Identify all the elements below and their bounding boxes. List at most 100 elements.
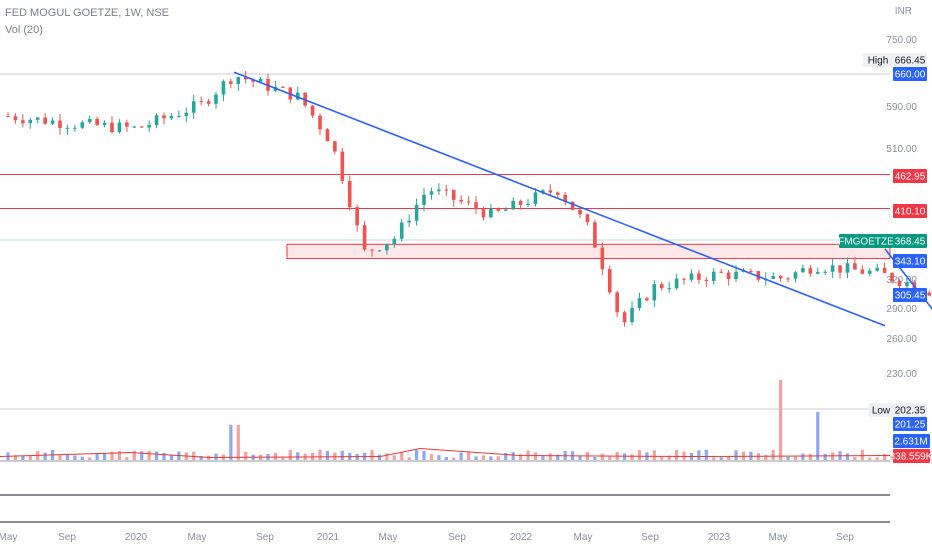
candle-body — [585, 214, 590, 223]
candle-body — [325, 129, 330, 142]
x-tick-label: 2020 — [125, 532, 148, 543]
candle-body — [756, 271, 761, 280]
candle-body — [489, 208, 493, 218]
candle-body — [102, 122, 107, 125]
volume-bar — [667, 455, 671, 460]
volume-bar — [504, 452, 508, 460]
candle-body — [711, 271, 716, 282]
candle-body — [474, 202, 478, 210]
volume-bar — [771, 450, 775, 460]
y-tick-label: 230.00 — [886, 369, 917, 380]
candle-body — [370, 249, 374, 251]
ascending-trendline — [884, 248, 932, 310]
candle-body — [6, 116, 10, 118]
price-tag-bg — [893, 403, 927, 417]
volume-bar — [734, 450, 738, 460]
candle-body — [793, 272, 798, 279]
volume-bar — [727, 456, 731, 460]
volume-bar — [541, 456, 545, 460]
volume-bar — [764, 455, 768, 460]
volume-bar — [318, 449, 322, 460]
candle-body — [801, 268, 805, 273]
volume-indicator-label: Vol (20) — [5, 24, 43, 36]
candle-body — [541, 190, 545, 193]
candle-body — [117, 122, 122, 133]
candle-body — [637, 298, 642, 308]
candle-body — [578, 209, 582, 215]
volume-bar — [489, 456, 493, 460]
price-tag-value: 666.45 — [895, 56, 926, 67]
volume-bar — [236, 424, 240, 460]
candle-body — [466, 201, 471, 203]
volume-bar — [845, 453, 850, 460]
volume-bar — [808, 454, 812, 460]
volume-bar — [80, 456, 84, 460]
x-tick-label: Sep — [836, 532, 854, 543]
volume-bar — [400, 451, 404, 460]
volume-bar — [13, 455, 18, 460]
volume-bar — [244, 451, 248, 460]
candle-body — [511, 200, 515, 210]
price-tag-bg — [893, 53, 927, 67]
volume-bar — [437, 455, 441, 460]
currency-label: INR — [894, 6, 912, 17]
x-tick-label: 2023 — [708, 532, 731, 543]
volume-bar — [407, 457, 411, 460]
candle-body — [385, 243, 389, 251]
candle-body — [526, 203, 530, 205]
descending-trendline — [233, 71, 886, 327]
candle-body — [734, 271, 738, 280]
candle-body — [258, 78, 263, 82]
volume-bar — [519, 454, 523, 460]
x-tick-label: Sep — [448, 532, 466, 543]
price-tag-value: 660.00 — [895, 70, 926, 81]
volume-bar — [65, 454, 70, 460]
candle-body — [444, 189, 449, 191]
volume-bar — [578, 455, 582, 460]
volume-bar — [110, 451, 114, 460]
volume-bar — [712, 457, 716, 460]
candle-body — [347, 180, 352, 208]
volume-bar — [28, 456, 32, 460]
volume-bar — [95, 454, 99, 460]
volume-bars — [6, 380, 931, 460]
x-tick-label: Sep — [58, 532, 76, 543]
candle-body — [28, 119, 33, 124]
candle-body — [399, 222, 404, 239]
candle-body — [503, 209, 508, 211]
volume-tag-value: 2.631M — [894, 437, 927, 448]
candle-body — [555, 192, 560, 195]
volume-bar — [147, 450, 151, 460]
volume-bar — [548, 453, 552, 460]
volume-bar — [801, 453, 805, 460]
volume-bar — [132, 450, 136, 460]
candle-body — [897, 281, 902, 286]
candle-body — [786, 278, 790, 280]
candle-body — [340, 151, 345, 181]
candle-body — [21, 120, 25, 124]
candle-body — [927, 292, 931, 296]
price-tag-bg — [893, 254, 927, 268]
volume-tag-bg — [893, 434, 930, 448]
volume-bar — [511, 452, 515, 460]
volume-bar — [117, 450, 122, 460]
volume-bar — [414, 449, 419, 460]
volume-bar — [682, 451, 686, 460]
candle-body — [43, 117, 47, 124]
candle-body — [437, 189, 441, 192]
price-tag-bg — [893, 234, 927, 248]
candle-body — [206, 101, 211, 104]
candle-body — [905, 282, 909, 286]
candle-body — [548, 190, 553, 193]
volume-bar — [192, 451, 196, 460]
volume-bar — [608, 456, 612, 460]
volume-bar — [466, 451, 471, 460]
candle-body — [333, 141, 337, 152]
volume-bar — [816, 412, 820, 460]
volume-bar — [140, 451, 144, 460]
candle-body — [496, 208, 501, 211]
candle-body — [622, 312, 627, 323]
x-tick-label: May — [769, 532, 788, 543]
y-tick-label: 510.00 — [886, 144, 917, 155]
